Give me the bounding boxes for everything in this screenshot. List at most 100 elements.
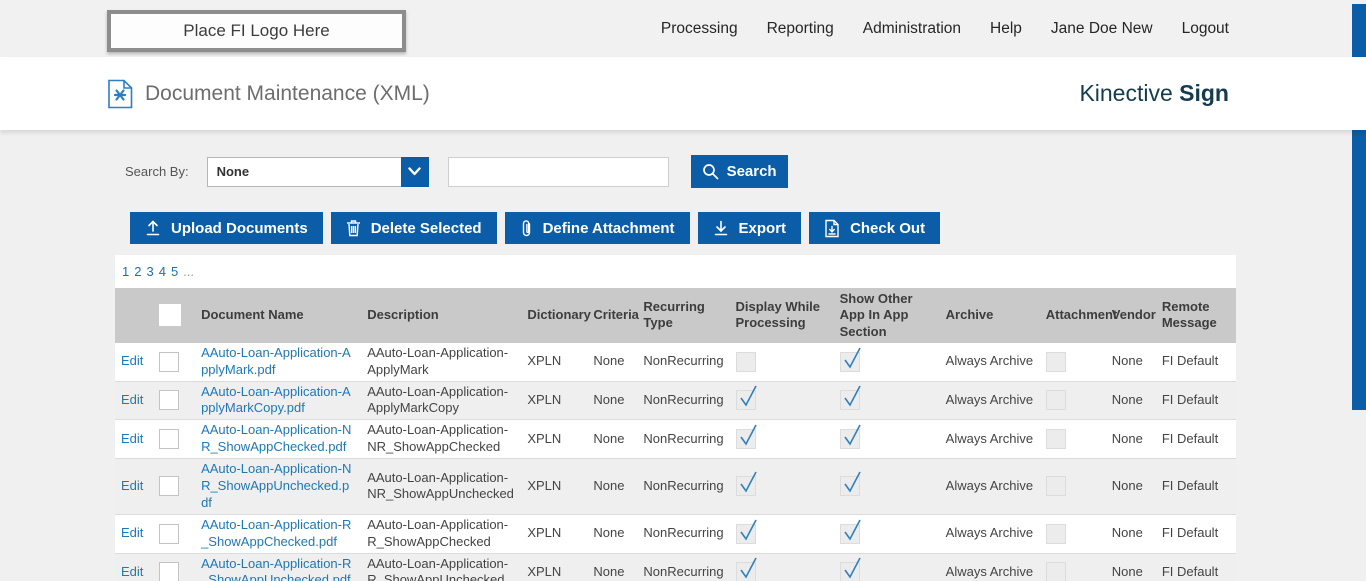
search-by-select[interactable]: None — [206, 156, 429, 187]
nav-logout[interactable]: Logout — [1181, 19, 1229, 37]
page-link-4[interactable]: 4 — [158, 264, 166, 279]
check-icon — [739, 386, 757, 407]
table-header-row: Document Name Description Dictionary Cri… — [115, 288, 1236, 343]
display-while-processing-checkbox[interactable] — [735, 558, 757, 581]
display-while-processing-checkbox[interactable] — [735, 519, 757, 544]
display-while-processing-checkbox[interactable] — [735, 351, 756, 372]
row-checkbox[interactable] — [159, 351, 180, 372]
page-link-...[interactable]: ... — [183, 264, 195, 279]
criteria-cell: None — [593, 391, 625, 407]
check-icon — [843, 472, 861, 493]
paperclip-icon — [522, 219, 530, 236]
column-show-other-app: Show Other App In App Section — [839, 291, 913, 339]
row-checkbox[interactable] — [159, 523, 180, 544]
edit-link[interactable]: Edit — [121, 430, 144, 446]
show-other-app-checkbox[interactable] — [839, 558, 861, 581]
recurring-type-cell: NonRecurring — [643, 477, 724, 493]
attachment-checkbox[interactable] — [1045, 429, 1066, 450]
nav-jane-doe-new[interactable]: Jane Doe New — [1050, 19, 1153, 37]
check-icon — [843, 519, 861, 541]
display-while-processing-checkbox[interactable] — [735, 472, 757, 497]
document-xml-icon — [108, 79, 133, 108]
edit-link[interactable]: Edit — [121, 563, 144, 579]
column-display-while-processing: Display While Processing — [735, 299, 821, 331]
row-checkbox[interactable] — [159, 562, 180, 581]
row-checkbox[interactable] — [159, 390, 180, 411]
attachment-checkbox[interactable] — [1045, 390, 1066, 411]
recurring-type-cell: NonRecurring — [643, 391, 724, 407]
show-other-app-checkbox[interactable] — [839, 519, 861, 544]
document-name-link[interactable]: AAuto-Loan-Application-NR_ShowAppChecked… — [201, 422, 352, 455]
table-body: Edit AAuto-Loan-Application-ApplyMark.pd… — [115, 342, 1236, 581]
show-other-app-checkbox[interactable] — [839, 347, 861, 372]
archive-cell: Always Archive — [945, 477, 1034, 493]
recurring-type-cell: NonRecurring — [643, 563, 724, 579]
remote-message-cell: FI Default — [1161, 477, 1219, 493]
search-icon — [702, 164, 718, 180]
show-other-app-checkbox[interactable] — [839, 424, 861, 450]
page-link-3[interactable]: 3 — [146, 264, 154, 279]
nav-reporting[interactable]: Reporting — [766, 19, 834, 37]
edit-link[interactable]: Edit — [121, 477, 144, 493]
search-button[interactable]: Search — [690, 155, 788, 188]
edit-link[interactable]: Edit — [121, 525, 144, 541]
vendor-cell: None — [1111, 430, 1143, 446]
nav-administration[interactable]: Administration — [862, 19, 962, 37]
criteria-cell: None — [593, 477, 625, 493]
attachment-checkbox[interactable] — [1045, 523, 1066, 544]
remote-message-cell: FI Default — [1161, 353, 1219, 369]
dictionary-cell: XPLN — [527, 353, 562, 369]
select-all-column-header — [153, 288, 195, 343]
remote-message-cell: FI Default — [1161, 391, 1219, 407]
document-name-link[interactable]: AAuto-Loan-Application-ApplyMark.pdf — [201, 344, 351, 377]
search-input[interactable] — [447, 156, 669, 187]
attachment-checkbox[interactable] — [1045, 562, 1066, 581]
column-description: Description — [367, 307, 439, 323]
edit-link[interactable]: Edit — [121, 391, 144, 407]
pagination: 1 2 3 4 5... — [115, 255, 1236, 288]
display-while-processing-checkbox[interactable] — [735, 386, 757, 411]
table-row: Edit AAuto-Loan-Application-ApplyMarkCop… — [115, 381, 1236, 420]
document-name-link[interactable]: AAuto-Loan-Application-ApplyMarkCopy.pdf — [201, 383, 351, 416]
criteria-cell: None — [593, 563, 625, 579]
check-icon — [843, 386, 861, 407]
define-attachment-label: Define Attachment — [542, 219, 675, 237]
page-link-2[interactable]: 2 — [134, 264, 142, 279]
row-checkbox[interactable] — [159, 476, 180, 497]
archive-cell: Always Archive — [945, 563, 1034, 579]
delete-selected-button[interactable]: Delete Selected — [330, 212, 497, 244]
edit-link[interactable]: Edit — [121, 353, 144, 369]
document-name-link[interactable]: AAuto-Loan-Application-R_ShowAppChecked.… — [201, 516, 352, 549]
document-name-link[interactable]: AAuto-Loan-Application-NR_ShowAppUncheck… — [201, 461, 352, 510]
define-attachment-button[interactable]: Define Attachment — [504, 212, 690, 244]
table-row: Edit AAuto-Loan-Application-NR_ShowAppUn… — [115, 458, 1236, 515]
check-out-button[interactable]: Check Out — [809, 212, 941, 244]
show-other-app-checkbox[interactable] — [839, 472, 861, 497]
dictionary-cell: XPLN — [527, 391, 562, 407]
check-icon — [739, 472, 757, 493]
documents-table: Document Name Description Dictionary Cri… — [115, 288, 1236, 581]
vendor-cell: None — [1111, 391, 1143, 407]
nav-processing[interactable]: Processing — [660, 19, 738, 37]
kinective-sign-logo: Kinective Sign — [1079, 80, 1229, 107]
attachment-checkbox[interactable] — [1045, 476, 1066, 497]
chevron-down-icon[interactable] — [400, 156, 429, 187]
search-by-label: Search By: — [125, 164, 189, 179]
attachment-checkbox[interactable] — [1045, 351, 1066, 372]
check-icon — [843, 347, 861, 369]
description-cell: AAuto-Loan-Application-R_ShowAppUnchecke… — [367, 555, 509, 581]
nav-help[interactable]: Help — [990, 19, 1022, 37]
column-attachment: Attachment — [1045, 307, 1118, 323]
row-checkbox[interactable] — [159, 429, 180, 450]
check-icon — [843, 424, 861, 446]
document-name-link[interactable]: AAuto-Loan-Application-R_ShowAppUnchecke… — [201, 555, 352, 581]
display-while-processing-checkbox[interactable] — [735, 424, 757, 450]
page-link-5[interactable]: 5 — [170, 264, 179, 279]
upload-documents-button[interactable]: Upload Documents — [130, 212, 323, 244]
criteria-cell: None — [593, 525, 625, 541]
check-out-label: Check Out — [850, 219, 926, 237]
show-other-app-checkbox[interactable] — [839, 386, 861, 411]
select-all-checkbox[interactable] — [159, 304, 182, 327]
export-button[interactable]: Export — [697, 212, 802, 244]
page-link-1[interactable]: 1 — [122, 264, 130, 279]
